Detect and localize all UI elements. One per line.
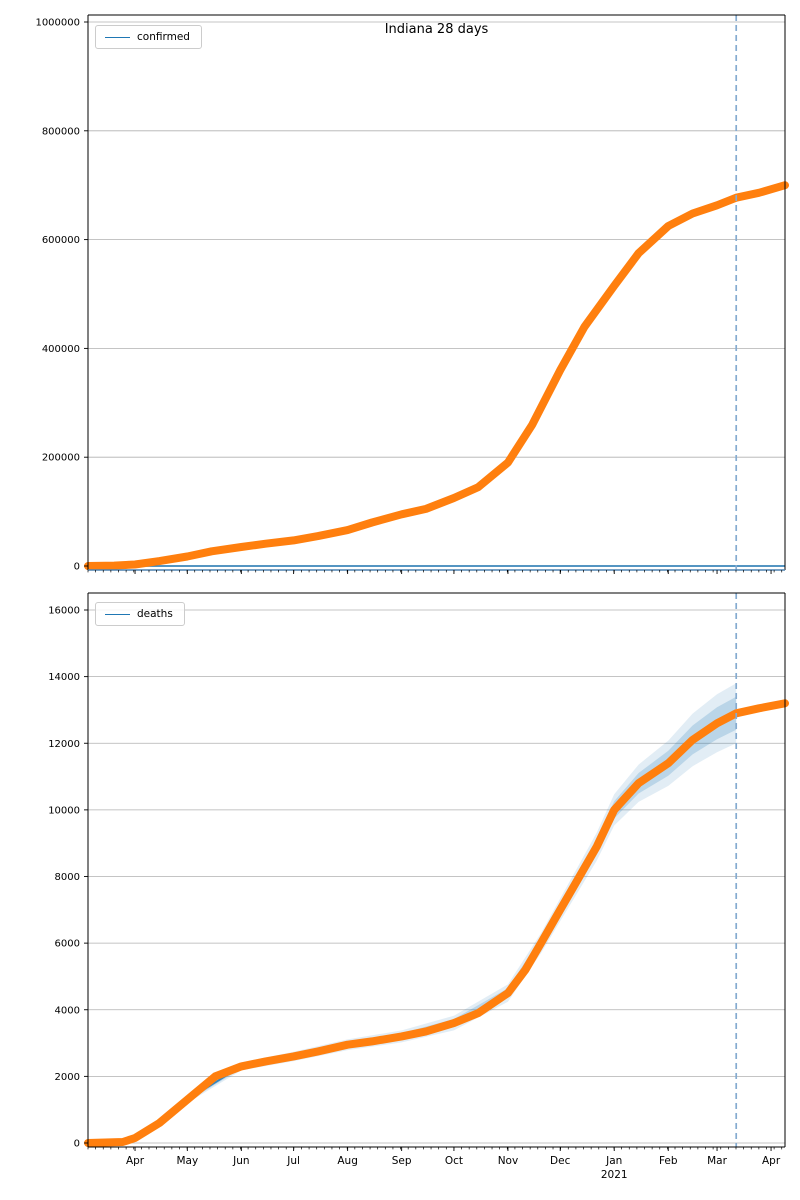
y-tick-label: 0	[74, 562, 80, 573]
x-year-label: 2021	[601, 1169, 628, 1181]
y-tick-label: 200000	[42, 453, 80, 464]
legend-line-icon	[105, 36, 130, 38]
y-tick-label: 10000	[48, 805, 80, 816]
y-tick-label: 0	[74, 1139, 80, 1150]
x-tick-label: Apr	[126, 1155, 145, 1167]
y-tick-label: 600000	[42, 235, 80, 246]
legend-label-deaths: deaths	[137, 608, 173, 620]
x-tick-label: Feb	[659, 1155, 678, 1167]
y-tick-label: 14000	[48, 672, 80, 683]
legend-line-icon	[105, 613, 130, 615]
deaths-actual-line	[84, 699, 789, 1147]
chart-title: Indiana 28 days	[384, 22, 489, 37]
x-tick-label: Oct	[445, 1155, 463, 1167]
x-tick-label: Dec	[550, 1155, 571, 1167]
y-tick-label: 1000000	[35, 18, 80, 29]
x-tick-label: Sep	[392, 1155, 412, 1167]
y-tick-label: 400000	[42, 344, 80, 355]
x-tick-label: Apr	[762, 1155, 781, 1167]
y-tick-label: 4000	[55, 1005, 80, 1016]
legend-confirmed: confirmed	[95, 25, 202, 49]
legend-deaths: deaths	[95, 602, 185, 626]
x-tick-label: May	[176, 1155, 198, 1167]
y-tick-label: 8000	[55, 872, 80, 883]
y-tick-label: 2000	[55, 1072, 80, 1083]
legend-label-confirmed: confirmed	[137, 31, 190, 43]
y-tick-label: 12000	[48, 739, 80, 750]
x-tick-label: Nov	[498, 1155, 519, 1167]
y-tick-label: 16000	[48, 606, 80, 617]
y-tick-label: 800000	[42, 126, 80, 137]
x-tick-label: Aug	[337, 1155, 358, 1167]
forecast-band	[187, 683, 737, 1103]
x-tick-label: Jan	[605, 1155, 622, 1167]
x-tick-label: Jul	[286, 1155, 300, 1167]
confirmed-actual-line	[84, 181, 789, 570]
x-tick-label: Jun	[232, 1155, 249, 1167]
x-tick-label: Mar	[707, 1155, 727, 1167]
y-tick-label: 6000	[55, 939, 80, 950]
